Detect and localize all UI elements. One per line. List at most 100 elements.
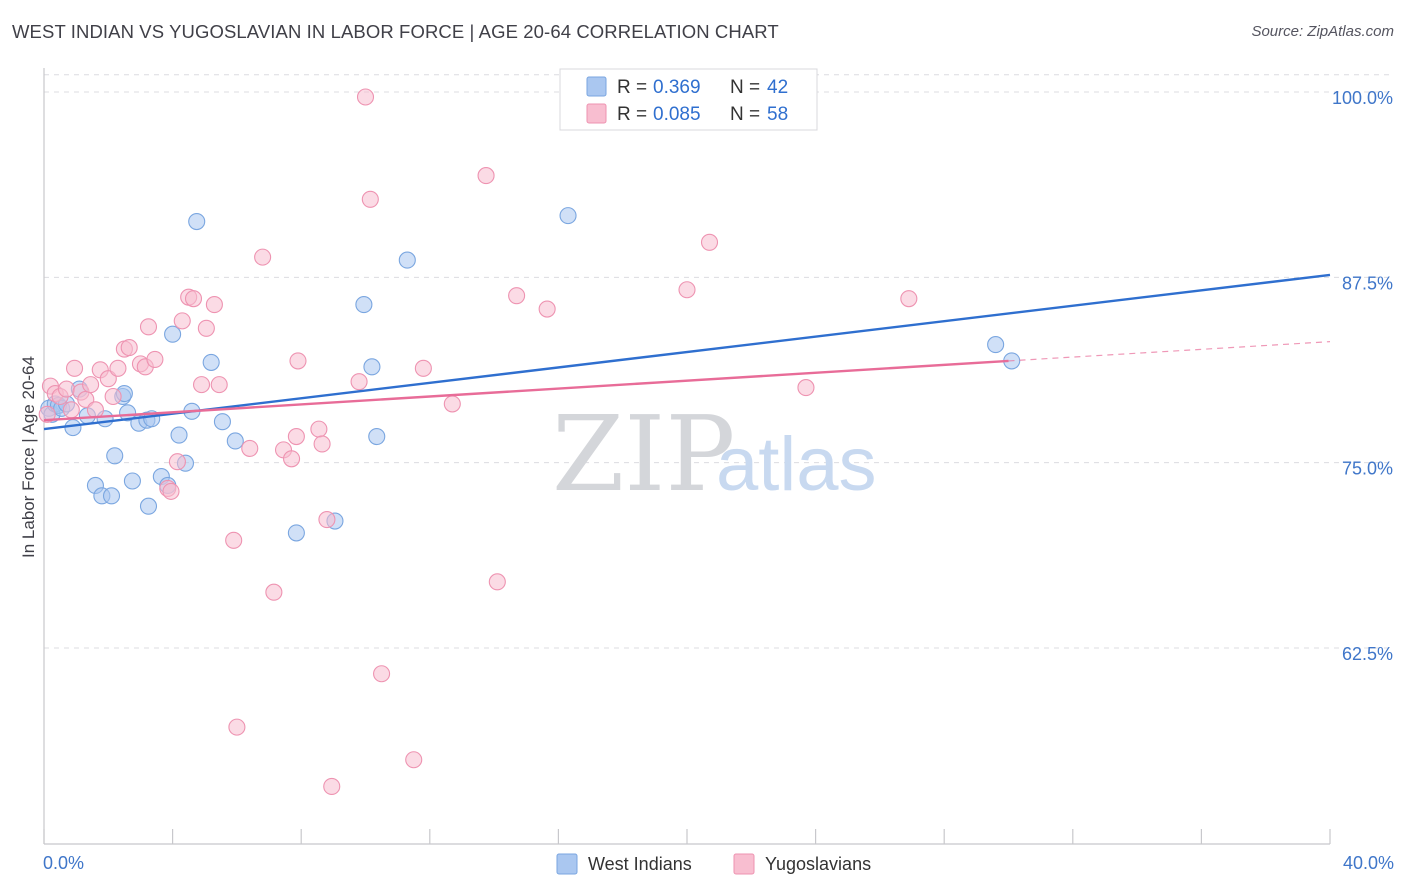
point-yugoslavians (38, 405, 56, 423)
point-yugoslavians (205, 296, 223, 314)
data-points (38, 88, 1021, 795)
legend-r-value-west-indians: 0.369 (653, 77, 701, 98)
point-yugoslavians (57, 380, 76, 398)
y-tick-label: 62.5% (1342, 644, 1393, 664)
y-tick-label: 75.0% (1342, 459, 1393, 479)
point-west-indians (398, 251, 416, 269)
point-yugoslavians (168, 453, 186, 471)
trend-line-yugoslavians (43, 359, 1009, 422)
point-yugoslavians (405, 751, 423, 769)
point-yugoslavians (361, 190, 379, 208)
trend-line-west-indians (43, 273, 1331, 431)
watermark-atlas: atlas (716, 422, 877, 507)
point-yugoslavians (241, 439, 259, 457)
point-yugoslavians (265, 583, 283, 601)
bottom-legend-swatch-yugoslavians (733, 853, 755, 875)
point-yugoslavians (508, 287, 526, 305)
point-yugoslavians (146, 350, 164, 368)
point-yugoslavians (82, 376, 100, 394)
point-west-indians (123, 472, 141, 490)
point-yugoslavians (477, 167, 495, 185)
legend-r-value-yugoslavians: 0.085 (653, 104, 701, 125)
trend-lines (43, 273, 1331, 431)
y-tick-label: 100.0% (1332, 88, 1393, 108)
point-yugoslavians (225, 531, 243, 549)
point-yugoslavians (488, 573, 506, 591)
legend-swatch-yugoslavians (586, 103, 607, 124)
bottom-legend-swatch-west-indians (556, 853, 578, 875)
point-west-indians (119, 404, 137, 422)
gridlines (44, 74, 1393, 649)
point-yugoslavians (162, 482, 180, 500)
point-yugoslavians (210, 376, 228, 394)
point-west-indians (102, 487, 121, 505)
point-yugoslavians (356, 88, 375, 106)
watermark: ZIP atlas (552, 393, 877, 515)
chart-title: WEST INDIAN VS YUGOSLAVIAN IN LABOR FORC… (12, 21, 779, 42)
bottom-legend-label-yugoslavians: Yugoslavians (765, 854, 871, 874)
point-yugoslavians (104, 387, 122, 406)
point-west-indians (188, 212, 206, 231)
point-yugoslavians (350, 373, 368, 391)
point-yugoslavians (900, 290, 918, 308)
point-yugoslavians (373, 665, 391, 683)
point-yugoslavians (283, 450, 301, 468)
point-yugoslavians (443, 395, 461, 413)
point-yugoslavians (797, 379, 815, 397)
watermark-zip: ZIP (552, 393, 735, 515)
point-west-indians (139, 497, 158, 515)
y-tick-labels: 100.0% 87.5% 75.0% 62.5% (1332, 88, 1393, 664)
trend-extension-yugoslavians (1008, 341, 1331, 362)
point-yugoslavians (700, 233, 719, 251)
point-yugoslavians (197, 319, 215, 337)
point-yugoslavians (289, 352, 307, 370)
point-west-indians (368, 427, 386, 446)
legend-swatch-west-indians (586, 76, 607, 97)
legend-n-label-yugoslavians: N = (730, 104, 760, 125)
point-yugoslavians (414, 359, 432, 377)
point-yugoslavians (254, 248, 272, 266)
point-yugoslavians (109, 359, 127, 377)
legend-r-label-west-indians: R = (617, 77, 647, 98)
point-yugoslavians (228, 718, 246, 736)
source-label: Source: ZipAtlas.com (1251, 23, 1394, 40)
x-tick-label-max: 40.0% (1343, 853, 1394, 873)
bottom-legend: West Indians Yugoslavians (556, 853, 871, 875)
bottom-legend-label-west-indians: West Indians (588, 854, 692, 874)
point-west-indians (355, 296, 373, 314)
point-west-indians (213, 413, 231, 431)
point-west-indians (64, 419, 82, 437)
point-yugoslavians (678, 281, 696, 299)
point-west-indians (987, 336, 1005, 354)
legend-r-label-yugoslavians: R = (617, 104, 647, 125)
point-yugoslavians (192, 376, 211, 394)
point-west-indians (202, 353, 220, 371)
point-yugoslavians (65, 359, 84, 377)
point-yugoslavians (184, 290, 203, 308)
legend-n-value-yugoslavians: 58 (767, 104, 788, 125)
point-west-indians (106, 447, 124, 465)
point-yugoslavians (313, 435, 331, 453)
point-yugoslavians (86, 401, 104, 419)
x-ticks (43, 829, 1331, 844)
point-yugoslavians (538, 300, 556, 318)
point-west-indians (363, 358, 381, 376)
x-tick-label-min: 0.0% (43, 853, 84, 873)
point-yugoslavians (287, 427, 305, 446)
point-yugoslavians (120, 339, 138, 357)
y-tick-label: 87.5% (1342, 273, 1393, 293)
point-yugoslavians (62, 401, 80, 419)
point-west-indians (170, 426, 188, 444)
legend-n-label-west-indians: N = (730, 77, 760, 98)
point-west-indians (559, 207, 577, 225)
point-west-indians (164, 325, 182, 343)
point-west-indians (226, 432, 244, 450)
point-yugoslavians (318, 511, 336, 529)
point-yugoslavians (139, 318, 158, 336)
point-yugoslavians (173, 312, 191, 330)
legend-n-value-west-indians: 42 (767, 77, 788, 98)
point-yugoslavians (323, 777, 341, 795)
point-yugoslavians (310, 420, 328, 438)
legend-box: R = 0.369 N = 42 R = 0.085 N = 58 (559, 68, 818, 131)
